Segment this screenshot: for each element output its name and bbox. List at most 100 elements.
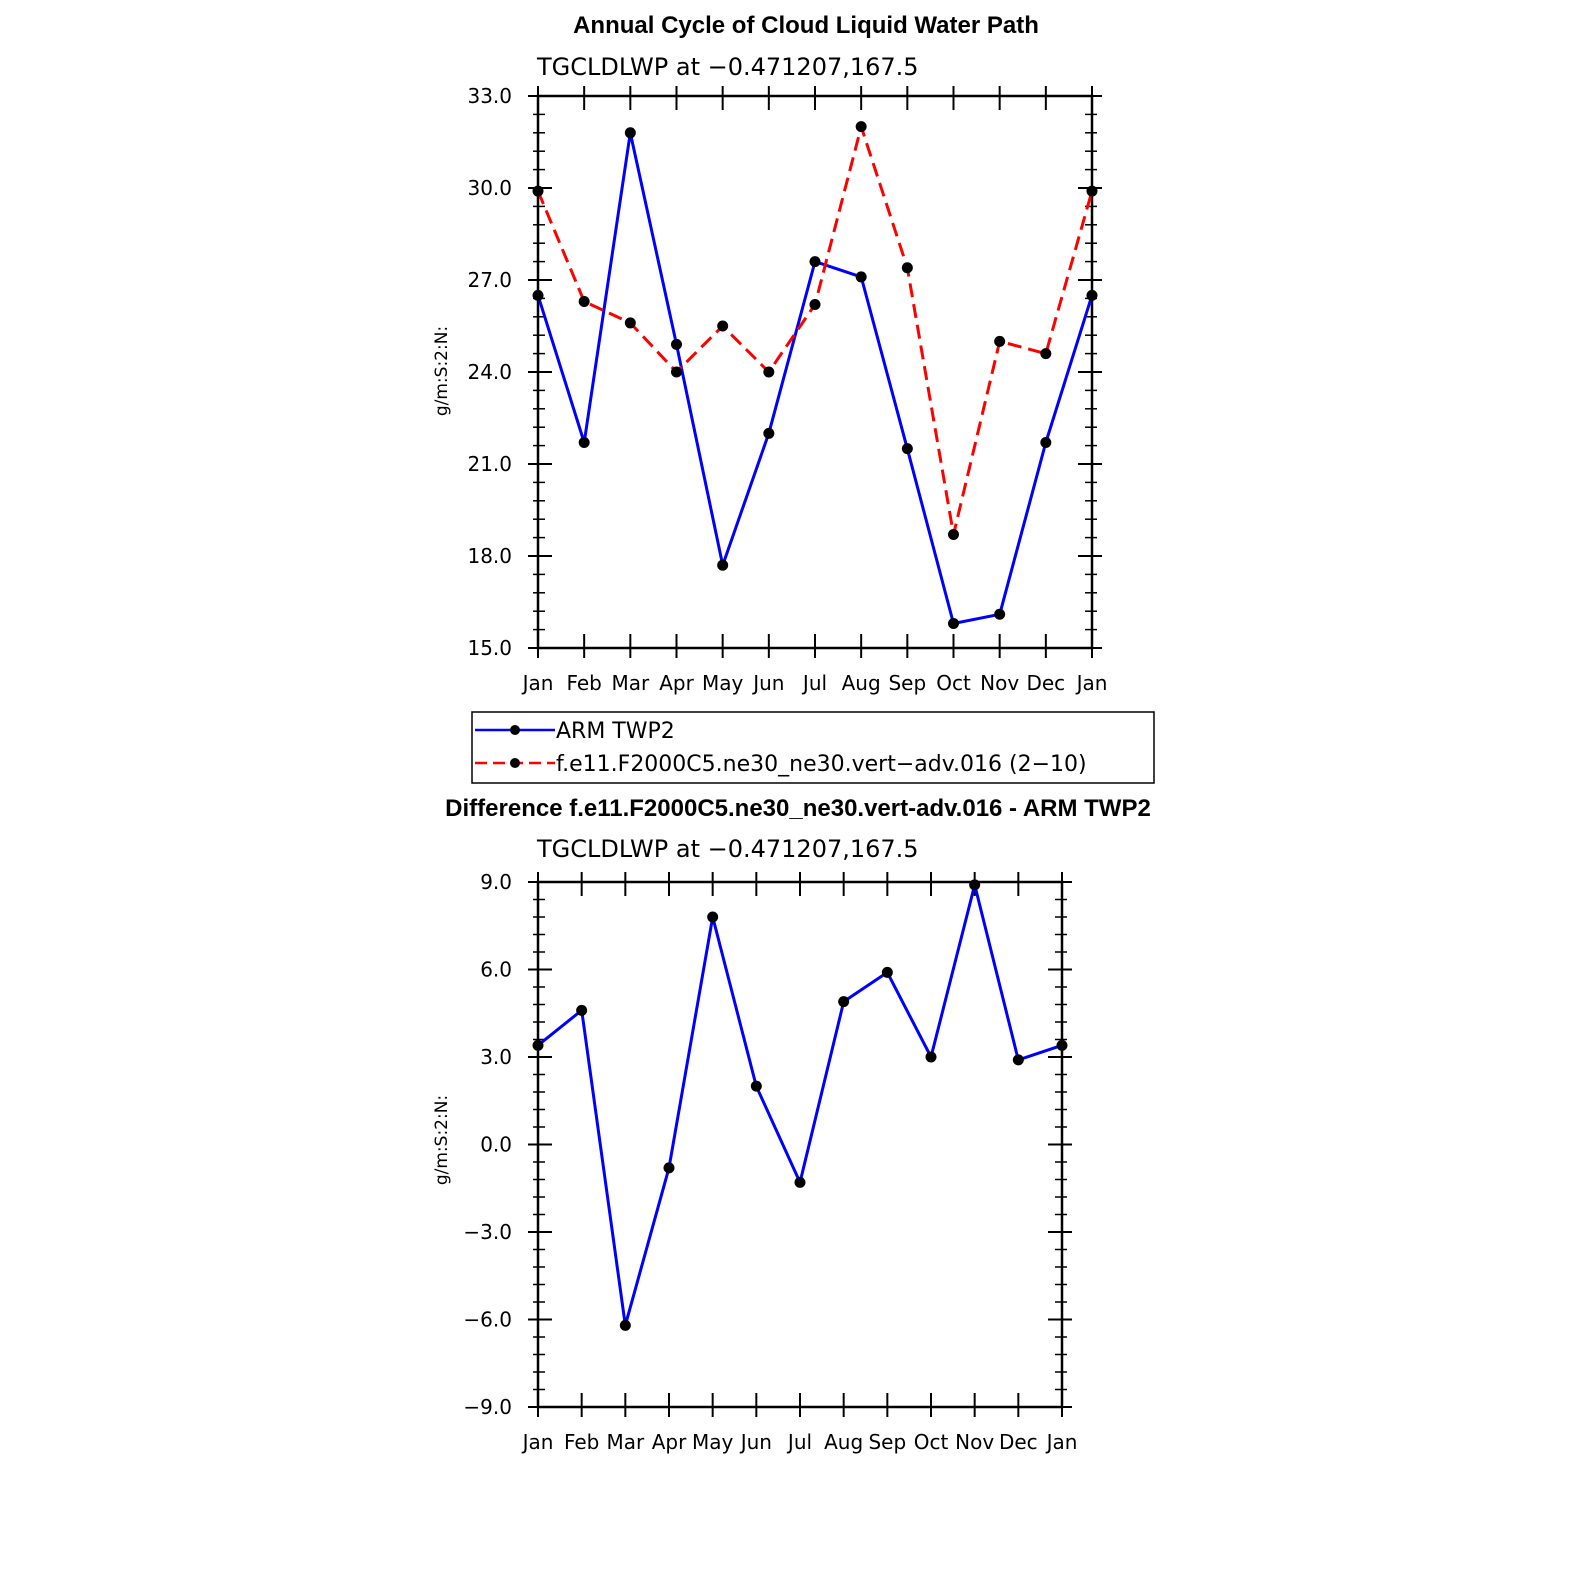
data-point-1 [532,185,544,197]
x-tick-label: Nov [980,671,1019,695]
y-tick-label: −3.0 [463,1220,512,1244]
x-tick-label: Dec [1026,671,1065,695]
data-point-0 [1086,289,1098,301]
x-tick-label: Aug [842,671,881,695]
data-point-1 [717,320,729,332]
y-tick-label: 15.0 [467,636,512,660]
y-tick-label: 9.0 [480,870,512,894]
legend-entry-arm-twp2: ARM TWP2 [475,719,675,744]
data-point-1 [855,121,867,133]
legend-box [471,711,1155,784]
data-point-0 [838,996,850,1008]
data-point-1 [1040,348,1052,360]
y-tick-label: 6.0 [480,958,512,982]
data-point-0 [994,608,1006,620]
x-tick-label: Mar [606,1430,645,1454]
legend-label-model: f.e11.F2000C5.ne30_ne30.vert−adv.016 (2−… [556,752,1087,777]
series-line-0 [536,131,1094,625]
data-point-0 [663,1162,675,1174]
x-tick-label: Feb [566,671,601,695]
x-tick-label: Jul [801,671,827,695]
data-point-1 [763,366,775,378]
data-point-0 [763,427,775,439]
legend-marker-arm-twp2 [510,725,520,735]
y-axis-label: g/m:S:2:N: [432,1095,452,1185]
plot-frame [536,880,1064,1409]
data-point-0 [1012,1054,1024,1066]
y-tick-label: 30.0 [467,176,512,200]
y-tick-label: 24.0 [467,360,512,384]
y-tick-label: 18.0 [467,544,512,568]
data-point-0 [794,1176,806,1188]
y-tick-label: 21.0 [467,452,512,476]
x-tick-label: Jun [739,1430,772,1454]
data-point-0 [969,879,981,891]
data-point-0 [809,256,821,268]
data-point-0 [855,271,867,283]
data-point-0 [1040,437,1052,449]
x-tick-label: Sep [888,671,926,695]
data-point-0 [707,911,719,923]
data-point-1 [671,366,682,378]
data-point-0 [532,289,544,301]
y-tick-label: 27.0 [467,268,512,292]
x-tick-label: Jan [521,1430,554,1454]
x-tick-label: May [692,1430,734,1454]
legend-marker-model [510,758,520,768]
x-tick-label: Nov [955,1430,994,1454]
x-tick-label: Apr [652,1430,687,1454]
legend: ARM TWP2 f.e11.F2000C5.ne30_ne30.vert−ad… [471,711,1155,784]
chart-subtitle: TGCLDLWP at −0.471207,167.5 [536,53,919,81]
x-tick-label: Aug [824,1430,863,1454]
x-tick-label: Feb [564,1430,599,1454]
data-point-0 [619,1319,631,1331]
data-point-0 [671,338,682,350]
y-tick-label: 33.0 [467,84,512,108]
chart-title: Annual Cycle of Cloud Liquid Water Path [573,12,1039,39]
data-point-0 [750,1080,762,1092]
x-tick-label: Jan [521,671,554,695]
difference-chart: Difference f.e11.F2000C5.ne30_ne30.vert-… [432,795,1151,1454]
data-point-1 [948,529,959,541]
chart-subtitle: TGCLDLWP at −0.471207,167.5 [536,835,919,863]
x-tick-label: Oct [914,1430,949,1454]
x-tick-label: Jul [786,1430,812,1454]
plot-frame [536,94,1094,650]
data-point-0 [925,1051,937,1063]
series-line-0 [537,883,1063,1327]
x-tick-label: Mar [611,671,650,695]
data-point-0 [901,443,913,455]
data-point-0 [576,1004,588,1016]
data-point-0 [1056,1039,1068,1051]
y-tick-label: 0.0 [480,1133,512,1157]
data-point-1 [809,299,821,311]
annual-cycle-chart: Annual Cycle of Cloud Liquid Water Path … [432,12,1107,695]
legend-label-arm-twp2: ARM TWP2 [556,719,675,744]
data-point-1 [901,262,913,274]
x-tick-label: Oct [936,671,971,695]
x-tick-label: Jun [751,671,784,695]
x-tick-label: Dec [999,1430,1038,1454]
x-tick-label: Apr [659,671,694,695]
y-tick-label: −9.0 [463,1395,512,1419]
data-point-1 [624,317,636,329]
data-point-0 [881,966,893,978]
chart-title: Difference f.e11.F2000C5.ne30_ne30.vert-… [445,795,1151,822]
x-tick-label: Jan [1075,671,1108,695]
data-point-0 [948,617,959,629]
data-point-1 [578,295,590,307]
x-tick-label: May [702,671,744,695]
x-tick-label: Sep [868,1430,906,1454]
x-tick-label: Jan [1045,1430,1078,1454]
legend-entry-model: f.e11.F2000C5.ne30_ne30.vert−adv.016 (2−… [475,752,1087,777]
data-point-0 [532,1039,544,1051]
data-point-0 [717,559,729,571]
data-point-1 [1086,185,1098,197]
y-tick-label: 3.0 [480,1045,512,1069]
y-tick-label: −6.0 [463,1308,512,1332]
y-axis-label: g/m:S:2:N: [432,326,452,416]
data-point-0 [624,127,636,139]
data-point-0 [578,437,590,449]
